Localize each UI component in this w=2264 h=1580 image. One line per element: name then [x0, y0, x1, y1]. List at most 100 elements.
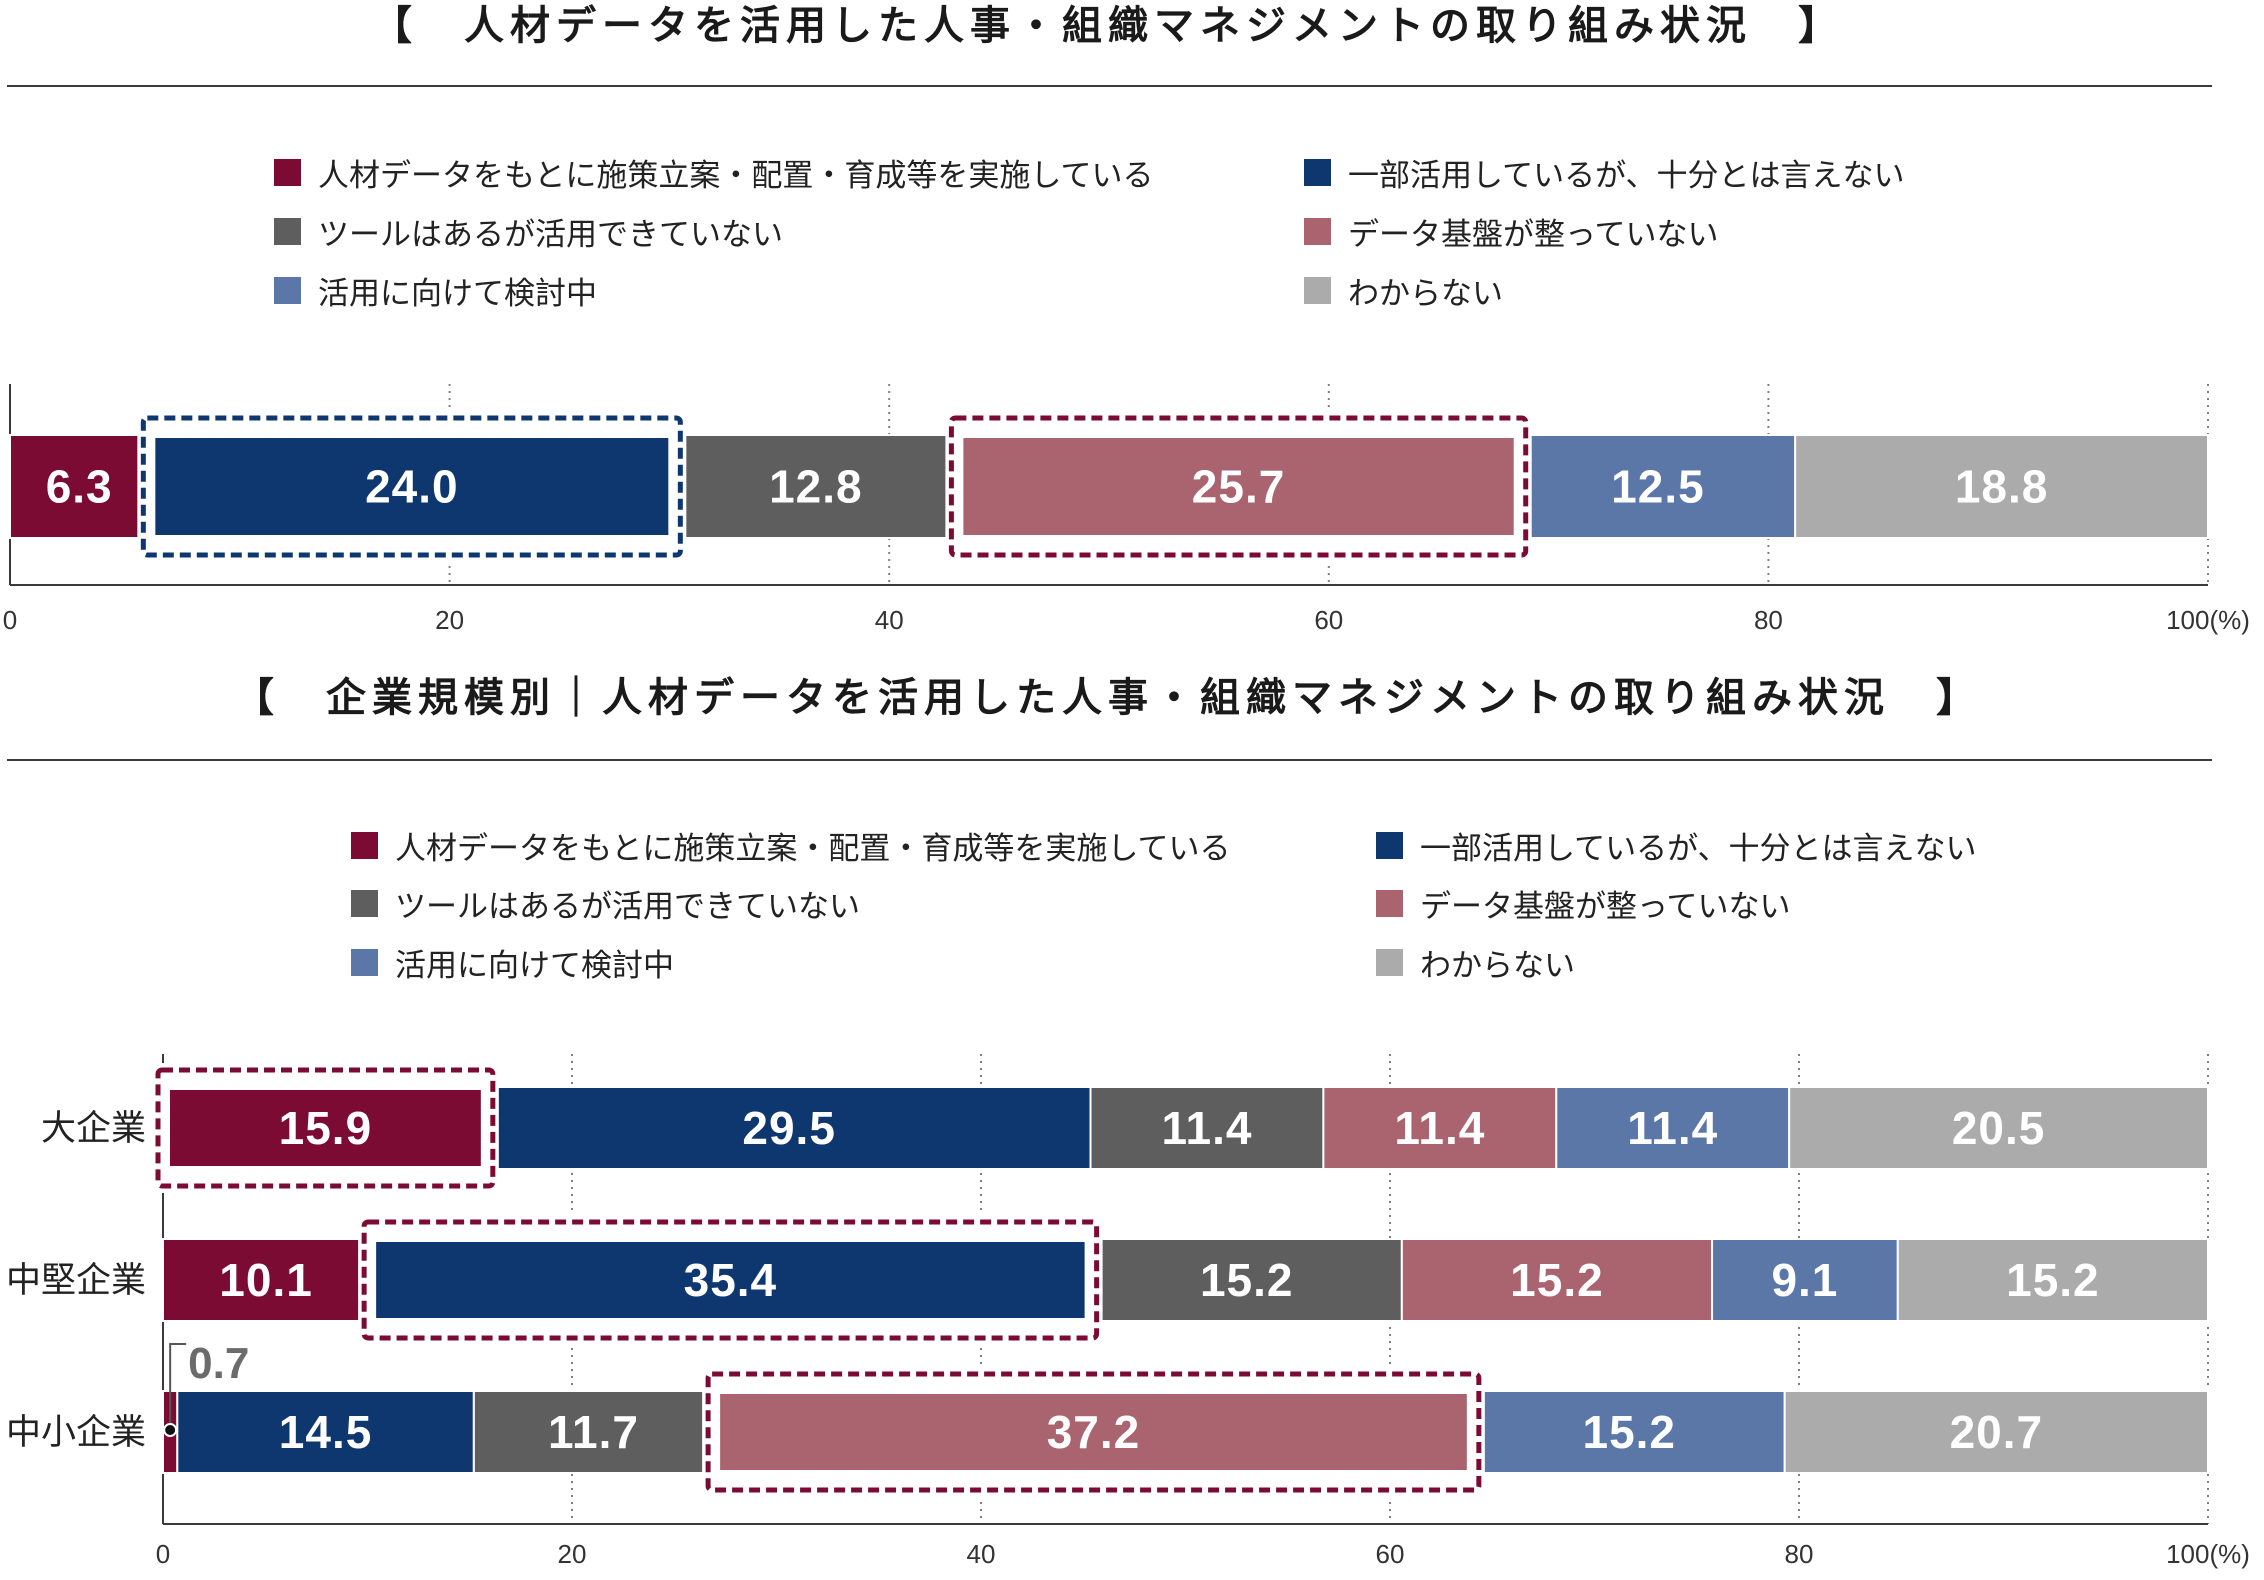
highlight-dashed-box — [361, 1219, 1100, 1341]
bar-segment — [1090, 1238, 1403, 1322]
bar-segment — [1711, 1238, 1899, 1322]
bar-value-label: 12.8 — [769, 461, 863, 513]
bar-segment — [1794, 434, 2210, 539]
bar-segment — [1783, 1390, 2210, 1474]
x-tick-value: 80 — [1754, 605, 1783, 635]
legend-item: 一部活用しているが、十分とは言えない — [1376, 825, 1977, 866]
x-tick-label: 40 — [967, 1539, 996, 1569]
highlight-dashed-box — [155, 1067, 496, 1189]
bar-value-label: 15.2 — [1510, 1254, 1604, 1306]
bar-value-label: 11.4 — [1627, 1102, 1718, 1154]
highlight-dashed-box — [948, 415, 1529, 558]
bar-segment — [1322, 1086, 1558, 1170]
legend-swatch — [274, 158, 301, 186]
x-tick-value: 80 — [1785, 1539, 1814, 1569]
category-label: 中堅企業 — [6, 1261, 146, 1300]
bar-value-label: 15.9 — [279, 1102, 373, 1154]
highlight-dashed-box — [705, 1371, 1482, 1493]
legend-label: わからない — [1420, 947, 1575, 983]
bar-segment — [1555, 1086, 1791, 1170]
bar-segment — [1472, 1390, 1786, 1474]
bar-value-label: 18.8 — [1955, 461, 2049, 513]
x-tick-label: 100(%) — [2166, 1539, 2250, 1569]
bar-value-label: 35.4 — [684, 1254, 778, 1306]
x-tick-label: 80 — [1785, 1539, 1814, 1569]
legend-item: わからない — [1376, 942, 1575, 983]
chart-title: 【 企業規模別｜人材データを活用した人事・組織マネジメントの取り組み状況 】 — [234, 676, 1982, 720]
category-label: 中小企業 — [6, 1413, 146, 1452]
bar-value-label: 24.0 — [365, 461, 459, 513]
legend-swatch — [351, 948, 378, 976]
bar-value-label: 9.1 — [1771, 1254, 1838, 1306]
bar-value-label: 25.7 — [1192, 461, 1286, 513]
legend-label: ツールはあるが活用できていない — [395, 888, 860, 924]
bar-value-label: 11.4 — [1394, 1102, 1485, 1154]
legend-label: データ基盤が整っていない — [1348, 216, 1719, 252]
legend-item: ツールはあるが活用できていない — [274, 211, 783, 252]
legend-swatch — [1304, 217, 1331, 245]
legend-item: 活用に向けて検討中 — [274, 270, 597, 311]
bar-value-label: 15.2 — [1582, 1406, 1676, 1458]
bar-segment — [1089, 1086, 1325, 1170]
x-tick-value: 0 — [156, 1539, 170, 1569]
title-divider — [7, 85, 2212, 87]
x-tick-value: 0 — [3, 605, 17, 635]
category-label: 大企業 — [41, 1109, 146, 1148]
legend-swatch — [274, 217, 301, 245]
x-tick-value: 100 — [2166, 1539, 2209, 1569]
bar-segment — [162, 1238, 371, 1322]
x-tick-label: 0 — [156, 1539, 170, 1569]
bar-value-label: 12.5 — [1611, 461, 1705, 513]
bar-value-label: 29.5 — [742, 1102, 836, 1154]
legend-item: 人材データをもとに施策立案・配置・育成等を実施している — [274, 152, 1153, 193]
legend-swatch — [1304, 276, 1331, 304]
bar-segment-highlighted — [376, 1242, 1085, 1318]
legend-label: わからない — [1348, 275, 1503, 311]
x-tick-label: 20 — [435, 605, 464, 635]
bar-value-label: 11.4 — [1161, 1102, 1252, 1154]
x-tick-label: 80 — [1754, 605, 1783, 635]
bar-segment — [1519, 434, 1797, 539]
x-tick-label: 100(%) — [2166, 605, 2250, 635]
x-unit-label: (%) — [2209, 1539, 2249, 1569]
legend-swatch — [274, 276, 301, 304]
legend-item: ツールはあるが活用できていない — [351, 883, 860, 924]
legend-label: 人材データをもとに施策立案・配置・育成等を実施している — [395, 830, 1231, 866]
legend-label: ツールはあるが活用できていない — [318, 216, 783, 252]
legend-label: 一部活用しているが、十分とは言えない — [1420, 830, 1977, 866]
x-tick-value: 60 — [1314, 605, 1343, 635]
bar-value-label: 20.5 — [1952, 1102, 2046, 1154]
legend-item: わからない — [1304, 270, 1503, 311]
bar-segment — [472, 1390, 715, 1474]
bar-segment — [674, 434, 958, 539]
legend-swatch — [1304, 158, 1331, 186]
x-tick-label: 60 — [1314, 605, 1343, 635]
x-tick-label: 0 — [3, 605, 17, 635]
bar-segment — [486, 1086, 1092, 1170]
legend-swatch — [1376, 948, 1403, 976]
legend-swatch — [351, 889, 378, 917]
bar-value-callout: 0.7 — [188, 1339, 249, 1388]
legend-swatch — [1376, 889, 1403, 917]
x-tick-value: 40 — [875, 605, 904, 635]
bar-value-label: 20.7 — [1950, 1406, 2044, 1458]
x-unit-label: (%) — [2209, 605, 2249, 635]
bar-segment — [1400, 1238, 1714, 1322]
x-tick-value: 100 — [2166, 605, 2209, 635]
legend-label: 一部活用しているが、十分とは言えない — [1348, 157, 1905, 193]
x-tick-value: 20 — [435, 605, 464, 635]
overall-stacked-bar-chart: 0 20 40 60 80 100(%) 6.3 24.0 12.8 25.7 12.5 18.8 — [3, 384, 2250, 635]
callout-dot — [163, 1423, 178, 1437]
bar-value-label: 11.7 — [548, 1406, 639, 1458]
bar-value-label: 15.2 — [2006, 1254, 2100, 1306]
bar-segment-highlighted — [720, 1394, 1467, 1470]
legend-label: 活用に向けて検討中 — [318, 275, 597, 311]
legend-label: データ基盤が整っていない — [1420, 888, 1791, 924]
highlight-dashed-box — [140, 415, 683, 558]
bar-value-label: 37.2 — [1047, 1406, 1141, 1458]
bar-segment — [1896, 1238, 2209, 1322]
legend-swatch — [1376, 831, 1403, 859]
legend-item: データ基盤が整っていない — [1376, 883, 1791, 924]
bar-segment-highlighted — [963, 438, 1514, 535]
